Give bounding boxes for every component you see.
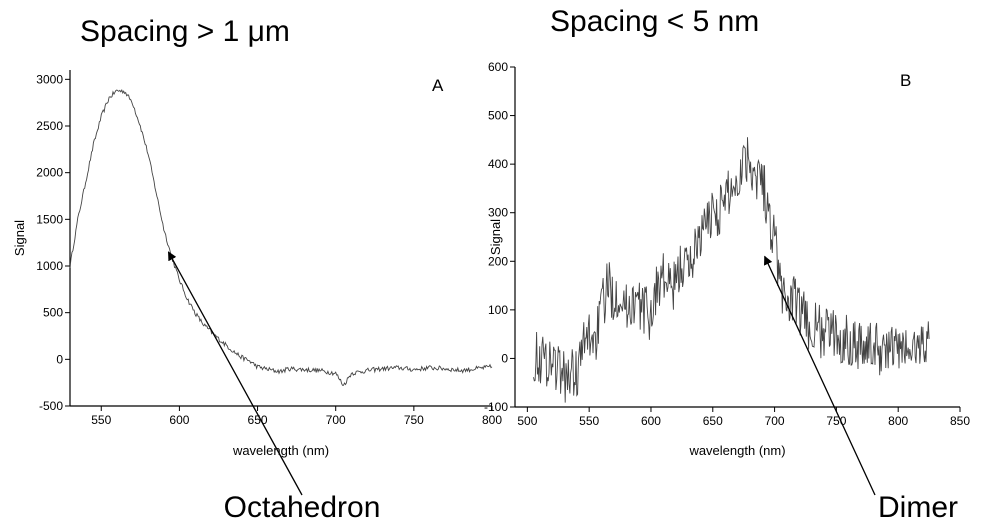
annotation-arrow: [764, 255, 876, 496]
y-tick-label: 200: [488, 254, 508, 268]
chart-title: Spacing < 5 nm: [550, 5, 759, 38]
y-tick-label: -500: [39, 399, 63, 413]
y-axis-label: Signal: [12, 220, 27, 256]
chart-title: Spacing > 1 μm: [80, 15, 290, 48]
y-tick-label: 0: [501, 351, 508, 365]
y-tick-label: 100: [488, 303, 508, 317]
x-tick-label: 550: [579, 414, 599, 428]
x-tick-label: 800: [888, 414, 908, 428]
x-tick-label: 750: [826, 414, 846, 428]
annotation-label: Dimer: [878, 491, 958, 522]
panel-label: A: [432, 76, 444, 95]
x-tick-label: 700: [765, 414, 785, 428]
y-axis-label: Signal: [488, 219, 503, 255]
x-axis-label: wavelength (nm): [688, 443, 785, 458]
panel-label: B: [900, 71, 911, 90]
x-tick-label: 500: [517, 414, 537, 428]
y-tick-label: 0: [56, 352, 63, 366]
x-axis-label: wavelength (nm): [232, 443, 329, 458]
y-tick-label: 1000: [36, 259, 63, 273]
x-tick-label: 600: [169, 413, 189, 427]
y-tick-label: 400: [488, 157, 508, 171]
x-tick-label: 800: [482, 413, 502, 427]
y-tick-label: 300: [488, 206, 508, 220]
annotation-label: Octahedron: [224, 491, 381, 522]
y-tick-label: -100: [484, 400, 508, 414]
x-tick-label: 850: [950, 414, 970, 428]
annotation-arrow: [167, 251, 303, 496]
y-tick-label: 600: [488, 60, 508, 74]
chart-panel-b: Spacing < 5 nm 500 550 600 650 700 750 800 850 -1…: [484, 5, 970, 522]
series-line: [533, 137, 930, 403]
x-tick-label: 700: [326, 413, 346, 427]
x-tick-label: 650: [703, 414, 723, 428]
y-tick-label: 2500: [36, 119, 63, 133]
x-tick-label: 550: [91, 413, 111, 427]
y-tick-label: 500: [43, 306, 63, 320]
y-tick-label: 3000: [36, 72, 63, 86]
y-tick-label: 1500: [36, 212, 63, 226]
y-tick-label: 2000: [36, 166, 63, 180]
x-tick-label: 600: [641, 414, 661, 428]
x-tick-label: 750: [404, 413, 424, 427]
y-tick-label: 500: [488, 109, 508, 123]
series-line: [69, 89, 493, 386]
